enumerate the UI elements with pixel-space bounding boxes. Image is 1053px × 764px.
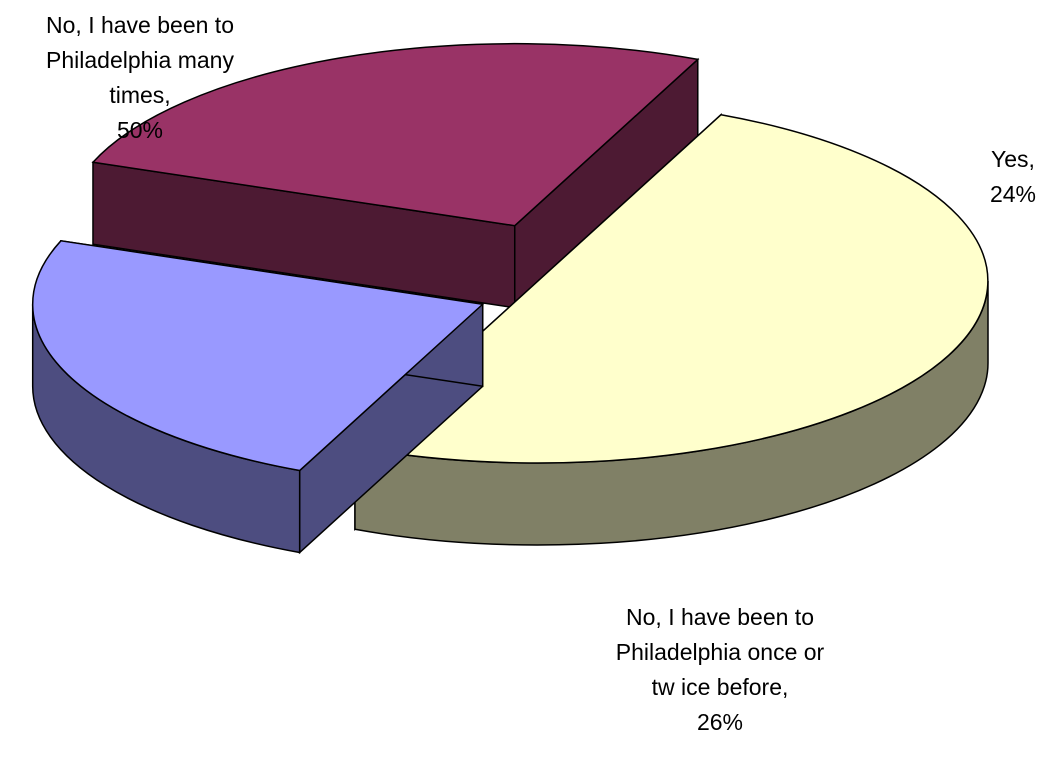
slice-label-yes: Yes, 24%	[989, 146, 1037, 207]
slice-label-many-times: No, I have been to Philadelphia many tim…	[46, 12, 234, 143]
slice-top-1	[31, 240, 485, 472]
slice-top-2	[91, 42, 700, 227]
slice-top-0	[353, 113, 988, 464]
pie-slice-1	[31, 239, 485, 555]
pie-slice-2	[91, 42, 700, 310]
slice-label-once-or-twice: No, I have been to Philadelphia once or …	[615, 604, 825, 735]
